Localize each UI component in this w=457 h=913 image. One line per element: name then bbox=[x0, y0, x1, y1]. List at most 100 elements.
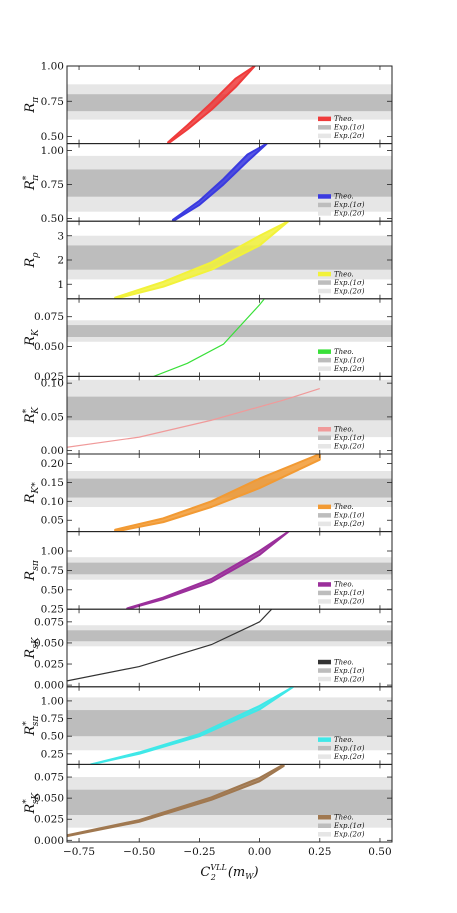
legend-swatch bbox=[318, 599, 331, 604]
legend-swatch bbox=[318, 668, 331, 673]
y-tick-label: 0.05 bbox=[41, 515, 64, 527]
legend-swatch bbox=[318, 288, 331, 294]
legend: Theo.Exp.(1σ)Exp.(2σ) bbox=[318, 348, 365, 373]
exp-1sigma-band bbox=[67, 325, 392, 338]
y-axis-label: R*K bbox=[22, 406, 41, 424]
panel-8: 0.000 0.025 0.050 0.075 RsK Theo.Exp.(1σ)Exp.… bbox=[23, 608, 393, 692]
panel-4: 0.025 0.050 0.075 RK Theo.Exp.(1σ)Exp.(2σ) bbox=[23, 298, 393, 383]
y-axis-label: RK* bbox=[23, 482, 41, 505]
y-tick-label: 0.075 bbox=[34, 772, 64, 784]
y-tick-label: 0.075 bbox=[34, 616, 64, 628]
y-tick-label: 0.050 bbox=[34, 793, 64, 805]
panel-10: 0.000 0.025 0.050 0.075 R*sK Theo.Exp.(1σ)Exp… bbox=[22, 763, 393, 847]
legend: Theo.Exp.(1σ)Exp.(2σ) bbox=[318, 426, 365, 451]
theory-band bbox=[167, 66, 256, 144]
panel-3: 1 2 3 Rρ Theo.Exp.(1σ)Exp.(2σ) bbox=[23, 220, 393, 300]
legend-swatch bbox=[318, 676, 331, 682]
y-tick-label: 0.050 bbox=[34, 341, 64, 353]
exp-1sigma-band bbox=[67, 396, 392, 421]
y-axis-label: Rπ bbox=[23, 96, 41, 114]
panel-9: 0.25 0.50 0.75 1.00R*sπ Theo.Exp.(1σ)Exp.(2σ… bbox=[22, 686, 393, 765]
x-axis-label: CVLL 2 (mW) bbox=[200, 863, 258, 882]
legend: Theo.Exp.(1σ)Exp.(2σ) bbox=[318, 115, 365, 140]
exp-1sigma-band bbox=[67, 94, 392, 112]
y-tick-label: 3 bbox=[57, 230, 64, 242]
legend-label: Theo. bbox=[334, 736, 354, 744]
legend-swatch bbox=[318, 366, 331, 371]
legend-label: Exp.(2σ) bbox=[333, 753, 365, 761]
legend-swatch bbox=[318, 521, 331, 527]
legend-swatch bbox=[318, 444, 331, 449]
legend: Theo.Exp.(1σ)Exp.(2σ) bbox=[318, 814, 365, 839]
y-tick-label: 0.050 bbox=[34, 637, 64, 649]
legend-label: Exp.(1σ) bbox=[333, 512, 365, 520]
y-tick-label: 1.00 bbox=[41, 695, 64, 707]
legend-label: Theo. bbox=[334, 581, 354, 589]
y-tick-label: 0.75 bbox=[41, 713, 64, 725]
y-tick-label: 1.00 bbox=[41, 546, 64, 558]
legend: Theo.Exp.(1σ)Exp.(2σ) bbox=[318, 658, 365, 683]
legend-swatch bbox=[318, 815, 331, 820]
panel-1: 0.50 0.75 1.00 Rπ Theo.Exp.(1σ)Exp.(2σ) bbox=[23, 61, 393, 145]
legend-swatch bbox=[318, 280, 331, 285]
legend-swatch bbox=[318, 504, 331, 510]
legend-label: Exp.(2σ) bbox=[333, 443, 365, 451]
legend-swatch bbox=[318, 832, 331, 837]
theory-curve bbox=[67, 609, 273, 682]
legend-label: Theo. bbox=[334, 193, 354, 201]
legend-label: Exp.(1σ) bbox=[333, 279, 365, 287]
legend-label: Exp.(1σ) bbox=[333, 124, 365, 132]
y-axis-label: R*sK bbox=[22, 792, 41, 815]
panel-2: 0.50 0.75 1.00 R*π Theo.Exp.(1σ)Exp.(2σ) bbox=[22, 143, 393, 225]
legend-swatch bbox=[318, 737, 331, 742]
y-tick-label: 0.025 bbox=[34, 371, 64, 383]
legend-swatch bbox=[318, 582, 331, 587]
y-tick-label: 0.25 bbox=[41, 748, 64, 760]
legend-swatch bbox=[318, 194, 331, 199]
legend-swatch bbox=[318, 116, 331, 122]
legend: Theo.Exp.(1σ)Exp.(2σ) bbox=[318, 503, 365, 528]
y-axis-label: R*sπ bbox=[22, 715, 41, 737]
y-tick-label: 0.50 bbox=[41, 731, 64, 743]
legend-label: Theo. bbox=[334, 348, 354, 356]
y-tick-label: 2 bbox=[57, 255, 64, 267]
legend-label: Exp.(2σ) bbox=[333, 287, 365, 295]
legend-label: Exp.(1σ) bbox=[333, 434, 365, 442]
y-tick-label: 0.025 bbox=[34, 659, 64, 671]
legend-swatch bbox=[318, 202, 331, 208]
y-axis-label: R*π bbox=[22, 174, 41, 191]
legend-swatch bbox=[318, 211, 331, 216]
theory-band bbox=[114, 454, 321, 532]
x-tick-label: −0.25 bbox=[183, 846, 215, 858]
x-tick-label: 0.25 bbox=[308, 846, 331, 858]
legend-swatch bbox=[318, 513, 331, 518]
y-tick-label: 0.10 bbox=[41, 378, 64, 390]
y-axis-label: RK bbox=[23, 328, 41, 347]
panel-5: 0.00 0.05 0.10 R*K Theo.Exp.(1σ)Exp.(2σ) bbox=[22, 375, 393, 457]
legend-label: Exp.(2σ) bbox=[333, 675, 365, 683]
legend-swatch bbox=[318, 125, 331, 130]
y-tick-label: 0.05 bbox=[41, 411, 64, 423]
legend-label: Exp.(2σ) bbox=[333, 598, 365, 606]
legend-label: Exp.(1σ) bbox=[333, 201, 365, 209]
legend: Theo.Exp.(1σ)Exp.(2σ) bbox=[318, 270, 365, 295]
theory-curve bbox=[67, 387, 320, 448]
y-axis-label: Rρ bbox=[23, 252, 41, 269]
y-tick-label: 1.00 bbox=[41, 145, 64, 157]
legend-swatch bbox=[318, 271, 331, 277]
legend-swatch bbox=[318, 754, 331, 759]
legend-label: Exp.(1σ) bbox=[333, 356, 365, 364]
legend-label: Exp.(2σ) bbox=[333, 210, 365, 218]
legend: Theo.Exp.(1σ)Exp.(2σ) bbox=[318, 581, 365, 606]
exp-1sigma-band bbox=[67, 478, 392, 498]
y-tick-label: 0.15 bbox=[41, 477, 64, 489]
y-tick-label: 0.025 bbox=[34, 814, 64, 826]
x-tick-label: −0.75 bbox=[63, 846, 95, 858]
theory-band bbox=[67, 764, 285, 838]
legend: Theo.Exp.(1σ)Exp.(2σ) bbox=[318, 736, 365, 761]
y-tick-label: 1.00 bbox=[41, 61, 64, 73]
legend-swatch bbox=[318, 133, 331, 139]
legend-label: Exp.(2σ) bbox=[333, 831, 365, 839]
